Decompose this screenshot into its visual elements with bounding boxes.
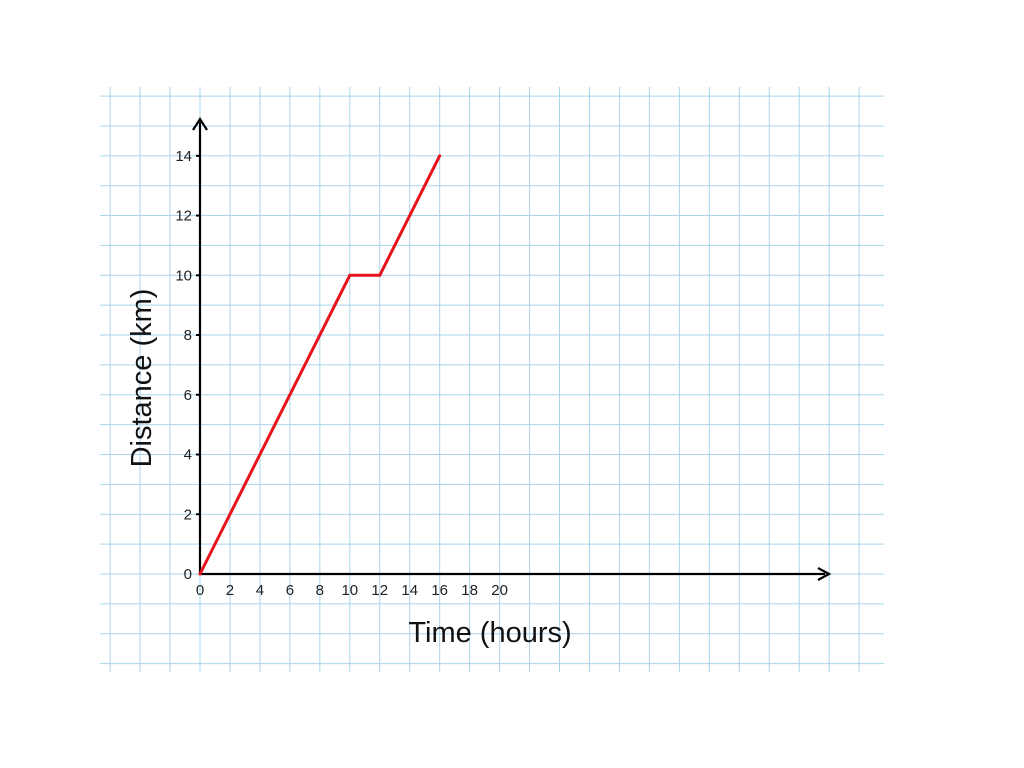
series-group	[198, 154, 442, 576]
x-tick-label: 10	[341, 582, 358, 599]
data-point	[378, 273, 382, 277]
axes	[192, 116, 832, 581]
x-tick-label: 14	[401, 582, 418, 599]
y-tick-label: 12	[175, 208, 192, 225]
y-axis-ticks: 0 2 4 6 8 10 12 14	[175, 148, 200, 583]
y-tick-label: 6	[184, 387, 192, 404]
x-tick-label: 12	[371, 582, 388, 599]
series-line	[198, 155, 442, 575]
x-tick-label: 6	[286, 582, 294, 599]
data-point	[348, 273, 352, 277]
x-axis-ticks: 0 2 4 6 8 10 12 14 16 18 20	[196, 582, 508, 599]
y-tick-label: 8	[184, 327, 192, 344]
y-tick-label: 10	[175, 267, 192, 284]
x-tick-label: 8	[316, 582, 324, 599]
y-tick-label: 4	[184, 447, 192, 464]
y-tick-label: 14	[175, 148, 192, 165]
x-tick-label: 16	[431, 582, 448, 599]
x-axis-title: Time (hours)	[408, 617, 571, 649]
x-tick-label: 20	[491, 582, 508, 599]
y-axis-arrow	[192, 116, 208, 131]
data-point	[438, 154, 442, 158]
x-tick-label: 2	[226, 582, 234, 599]
y-axis-title: Distance (km)	[126, 289, 158, 468]
x-tick-label: 0	[196, 582, 204, 599]
data-point	[198, 572, 202, 576]
x-axis-arrow	[817, 567, 832, 581]
y-tick-label: 2	[184, 506, 192, 523]
x-tick-label: 18	[461, 582, 478, 599]
y-tick-label: 0	[184, 566, 192, 583]
x-tick-label: 4	[256, 582, 264, 599]
